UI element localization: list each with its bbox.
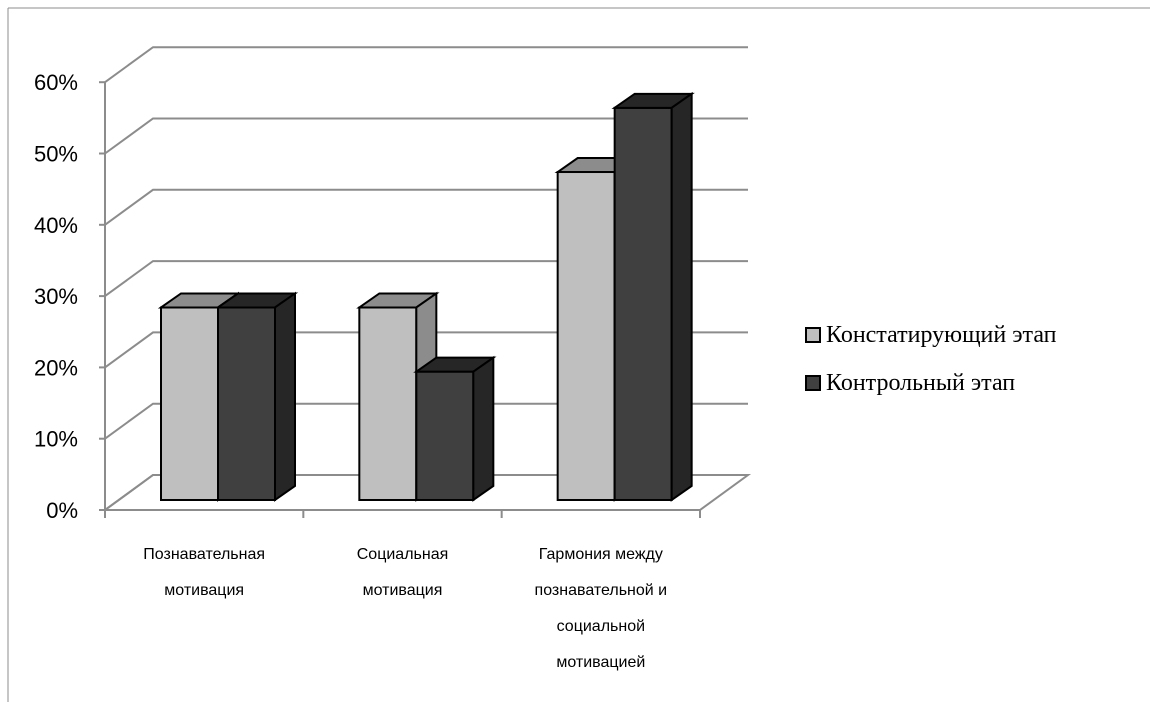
- y-tick-label: 60%: [34, 70, 78, 95]
- bar: [160, 306, 219, 501]
- legend-label: Констатирующий этап: [826, 322, 1057, 348]
- x-category-label: мотивация: [164, 582, 244, 599]
- bar: [415, 370, 475, 501]
- x-category-label: Познавательная: [143, 546, 265, 563]
- y-tick-label: 40%: [34, 213, 78, 238]
- bar-side-face: [274, 291, 296, 502]
- legend-swatch: [805, 375, 821, 391]
- bar: [217, 306, 276, 501]
- gridline: [104, 331, 748, 369]
- gridline: [104, 188, 748, 226]
- gridline: [104, 46, 748, 84]
- x-category-label: Гармония между: [539, 546, 663, 563]
- bar: [556, 171, 616, 502]
- x-category-label: мотивация: [363, 582, 443, 599]
- bar: [358, 306, 418, 501]
- legend-label: Контрольный этап: [826, 370, 1015, 396]
- bar-side-face: [670, 91, 693, 502]
- y-tick-label: 10%: [34, 427, 78, 452]
- y-tick-label: 20%: [34, 355, 78, 380]
- y-tick-label: 30%: [34, 284, 78, 309]
- x-category-label: мотивацией: [556, 654, 645, 671]
- gridline: [104, 260, 748, 297]
- x-category-label: социальной: [557, 618, 645, 635]
- bar: [613, 106, 673, 501]
- x-category-label: познавательной и: [535, 582, 668, 599]
- gridline: [104, 117, 748, 155]
- y-tick-label: 50%: [34, 142, 78, 167]
- legend-swatch: [805, 327, 821, 343]
- bar-side-face: [472, 355, 495, 502]
- y-tick-label: 0%: [46, 498, 78, 523]
- gridline: [104, 402, 748, 440]
- x-category-label: Социальная: [357, 546, 449, 563]
